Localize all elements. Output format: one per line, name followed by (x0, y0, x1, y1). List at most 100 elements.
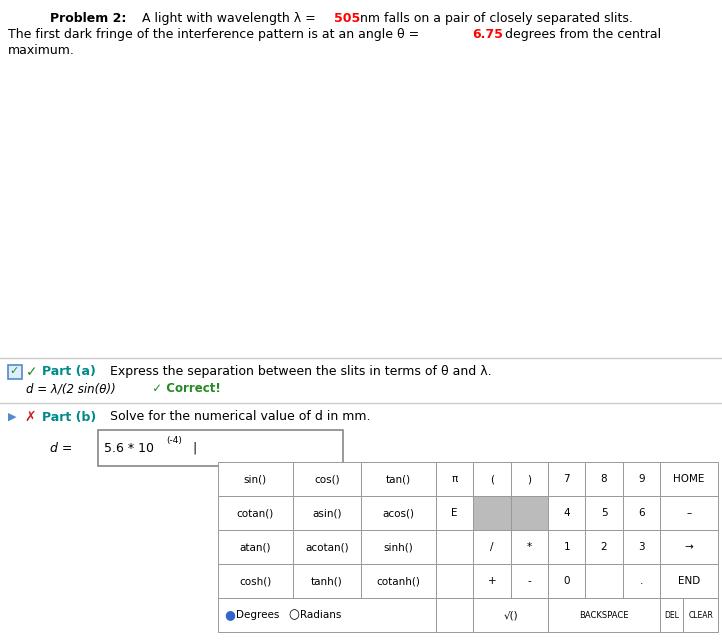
Bar (218, 530, 293, 564)
Bar (473, 496, 510, 530)
Bar (473, 530, 510, 564)
Text: *: * (526, 542, 532, 552)
Bar (435, 496, 473, 530)
Text: atan(): atan() (240, 542, 271, 552)
Text: tanh(): tanh() (311, 576, 343, 586)
Bar (361, 462, 435, 496)
Bar (586, 462, 623, 496)
Text: /: / (490, 542, 494, 552)
Text: (: ( (490, 474, 494, 484)
Text: sinh(): sinh() (383, 542, 413, 552)
Bar (660, 462, 718, 496)
Text: HOME: HOME (674, 474, 705, 484)
Bar (361, 496, 435, 530)
Text: 0: 0 (563, 576, 570, 586)
Bar (98, 430, 343, 466)
Bar (586, 530, 623, 564)
Text: ✓: ✓ (26, 365, 38, 379)
Text: 505: 505 (334, 12, 360, 25)
Text: degrees from the central: degrees from the central (501, 28, 661, 41)
Bar (660, 564, 718, 598)
Bar (683, 598, 718, 632)
Text: Part (b): Part (b) (42, 410, 96, 424)
Bar (293, 530, 361, 564)
Bar (510, 496, 548, 530)
Bar (660, 496, 718, 530)
Bar (660, 530, 718, 564)
Text: 5.6 * 10: 5.6 * 10 (104, 442, 154, 455)
Bar (218, 496, 293, 530)
Bar (548, 462, 586, 496)
Text: BACKSPACE: BACKSPACE (579, 611, 629, 620)
Text: ✓: ✓ (9, 366, 18, 376)
Bar (435, 462, 473, 496)
Text: +: + (487, 576, 496, 586)
Bar (435, 598, 473, 632)
Text: ○: ○ (288, 609, 299, 621)
Bar (218, 564, 293, 598)
Text: -: - (527, 576, 531, 586)
Text: ✗: ✗ (24, 410, 35, 424)
Text: acotan(): acotan() (305, 542, 349, 552)
Text: ▶: ▶ (8, 412, 17, 422)
Text: acos(): acos() (382, 508, 414, 518)
Bar (623, 530, 660, 564)
Bar (293, 496, 361, 530)
Text: ): ) (527, 474, 531, 484)
Text: tan(): tan() (386, 474, 411, 484)
Text: Radians: Radians (300, 610, 342, 620)
Text: 9: 9 (638, 474, 645, 484)
Text: √(): √() (503, 610, 518, 620)
Text: 5: 5 (601, 508, 607, 518)
Text: .: . (640, 576, 643, 586)
Text: asin(): asin() (312, 508, 342, 518)
Bar (361, 530, 435, 564)
Text: A light with wavelength λ =: A light with wavelength λ = (134, 12, 320, 25)
Bar (623, 496, 660, 530)
Text: DEL: DEL (664, 611, 679, 620)
Text: 7: 7 (563, 474, 570, 484)
Text: Degrees: Degrees (236, 610, 279, 620)
Text: 6: 6 (638, 508, 645, 518)
Text: 2: 2 (601, 542, 607, 552)
Bar (293, 564, 361, 598)
Text: CLEAR: CLEAR (688, 611, 713, 620)
Text: 3: 3 (638, 542, 645, 552)
Text: cos(): cos() (314, 474, 339, 484)
Text: (-4): (-4) (166, 437, 182, 446)
Bar (473, 598, 548, 632)
Bar (218, 462, 293, 496)
Text: The first dark fringe of the interference pattern is at an angle θ =: The first dark fringe of the interferenc… (8, 28, 423, 41)
Bar (623, 564, 660, 598)
Text: ✓ Correct!: ✓ Correct! (144, 383, 221, 395)
Text: d =: d = (50, 442, 72, 455)
Bar (510, 462, 548, 496)
Bar (623, 462, 660, 496)
Bar (473, 564, 510, 598)
Text: Part (a): Part (a) (42, 365, 96, 379)
Bar (660, 598, 683, 632)
Text: –: – (687, 508, 692, 518)
Bar (473, 462, 510, 496)
Text: cotanh(): cotanh() (376, 576, 420, 586)
Text: 8: 8 (601, 474, 607, 484)
Bar (586, 496, 623, 530)
Bar (435, 530, 473, 564)
Text: E: E (451, 508, 458, 518)
Bar (548, 496, 586, 530)
Text: nm falls on a pair of closely separated slits.: nm falls on a pair of closely separated … (356, 12, 633, 25)
Text: 4: 4 (563, 508, 570, 518)
Text: |: | (192, 442, 196, 455)
Bar (8, 365, 22, 379)
Bar (548, 530, 586, 564)
Text: sin(): sin() (244, 474, 267, 484)
Text: 1: 1 (563, 542, 570, 552)
Text: END: END (678, 576, 700, 586)
Bar (361, 564, 435, 598)
Text: d = λ/(2 sin(θ)): d = λ/(2 sin(θ)) (26, 383, 116, 395)
Bar (548, 564, 586, 598)
Text: cotan(): cotan() (237, 508, 274, 518)
Bar (586, 564, 623, 598)
Text: maximum.: maximum. (8, 44, 75, 57)
Text: Express the separation between the slits in terms of θ and λ.: Express the separation between the slits… (102, 365, 492, 379)
